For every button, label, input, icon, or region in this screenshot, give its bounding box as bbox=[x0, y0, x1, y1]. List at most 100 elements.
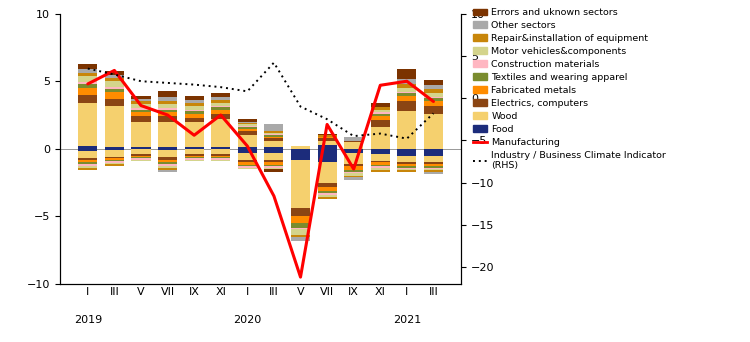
Bar bbox=[370, 116, 390, 120]
Bar bbox=[105, 106, 124, 147]
Bar bbox=[105, 161, 124, 163]
Bar bbox=[398, 93, 416, 96]
Bar bbox=[158, 149, 177, 150]
Bar bbox=[317, 193, 337, 195]
Bar bbox=[344, 141, 363, 142]
Bar bbox=[317, 141, 337, 145]
Bar bbox=[78, 84, 98, 88]
Bar bbox=[317, 187, 337, 190]
Bar bbox=[78, 95, 98, 103]
Bar bbox=[424, 98, 443, 101]
Bar bbox=[105, 99, 124, 106]
Bar bbox=[184, 114, 204, 118]
Bar bbox=[78, 166, 98, 168]
Bar bbox=[184, 158, 204, 160]
Bar bbox=[291, 146, 310, 149]
Bar bbox=[105, 158, 124, 160]
Bar bbox=[78, 163, 98, 166]
Bar bbox=[238, 124, 257, 126]
Bar bbox=[398, 92, 416, 93]
Bar bbox=[424, 149, 443, 156]
Bar bbox=[398, 149, 416, 156]
Bar bbox=[131, 158, 151, 160]
Bar bbox=[264, 124, 284, 131]
Bar bbox=[131, 108, 151, 109]
Bar bbox=[78, 158, 98, 160]
Bar bbox=[158, 157, 177, 160]
Bar bbox=[211, 93, 230, 97]
Bar bbox=[398, 111, 416, 149]
Bar bbox=[158, 162, 177, 163]
Bar bbox=[398, 166, 416, 168]
Bar bbox=[424, 114, 443, 149]
Text: 2020: 2020 bbox=[233, 315, 262, 325]
Bar bbox=[424, 168, 443, 169]
Bar bbox=[344, 170, 363, 172]
Bar bbox=[238, 119, 257, 122]
Bar bbox=[344, 142, 363, 149]
Bar bbox=[424, 166, 443, 168]
Bar bbox=[158, 163, 177, 166]
Bar bbox=[424, 80, 443, 85]
Bar bbox=[370, 120, 390, 127]
Bar bbox=[238, 127, 257, 129]
Bar bbox=[317, 136, 337, 138]
Bar bbox=[424, 163, 443, 166]
Bar bbox=[105, 147, 124, 149]
Bar bbox=[398, 79, 416, 84]
Bar bbox=[211, 100, 230, 103]
Bar bbox=[131, 112, 151, 116]
Bar bbox=[158, 150, 177, 157]
Bar bbox=[264, 138, 284, 141]
Bar bbox=[105, 89, 124, 92]
Bar bbox=[264, 153, 284, 160]
Bar bbox=[424, 93, 443, 97]
Bar bbox=[238, 135, 257, 147]
Bar bbox=[424, 162, 443, 163]
Bar bbox=[158, 104, 177, 108]
Bar bbox=[398, 88, 416, 92]
Bar bbox=[131, 154, 151, 156]
Bar bbox=[398, 169, 416, 170]
Bar bbox=[238, 149, 257, 153]
Bar bbox=[211, 147, 230, 149]
Bar bbox=[105, 150, 124, 157]
Bar bbox=[158, 112, 177, 116]
Bar bbox=[424, 106, 443, 114]
Bar bbox=[291, 235, 310, 237]
Bar bbox=[398, 96, 416, 102]
Text: 2021: 2021 bbox=[393, 315, 421, 325]
Bar bbox=[317, 145, 337, 149]
Bar bbox=[211, 103, 230, 106]
Bar bbox=[370, 170, 390, 172]
Bar bbox=[264, 169, 284, 172]
Bar bbox=[370, 161, 390, 162]
Bar bbox=[131, 147, 151, 149]
Bar bbox=[184, 109, 204, 111]
Bar bbox=[105, 81, 124, 87]
Bar bbox=[211, 158, 230, 160]
Bar bbox=[211, 97, 230, 100]
Bar bbox=[238, 160, 257, 162]
Bar bbox=[78, 77, 98, 82]
Bar bbox=[317, 190, 337, 193]
Bar bbox=[370, 166, 390, 168]
Bar bbox=[78, 88, 98, 95]
Bar bbox=[344, 176, 363, 177]
Bar bbox=[184, 96, 204, 100]
Bar bbox=[264, 131, 284, 133]
Bar bbox=[370, 149, 390, 154]
Bar bbox=[105, 149, 124, 150]
Bar bbox=[184, 103, 204, 106]
Bar bbox=[105, 164, 124, 166]
Bar bbox=[264, 165, 284, 166]
Bar bbox=[398, 84, 416, 88]
Bar bbox=[105, 75, 124, 78]
Bar bbox=[291, 223, 310, 228]
Bar bbox=[158, 91, 177, 97]
Bar bbox=[370, 168, 390, 170]
Bar bbox=[264, 147, 284, 149]
Bar bbox=[264, 141, 284, 147]
Bar bbox=[398, 69, 416, 79]
Bar bbox=[264, 149, 284, 153]
